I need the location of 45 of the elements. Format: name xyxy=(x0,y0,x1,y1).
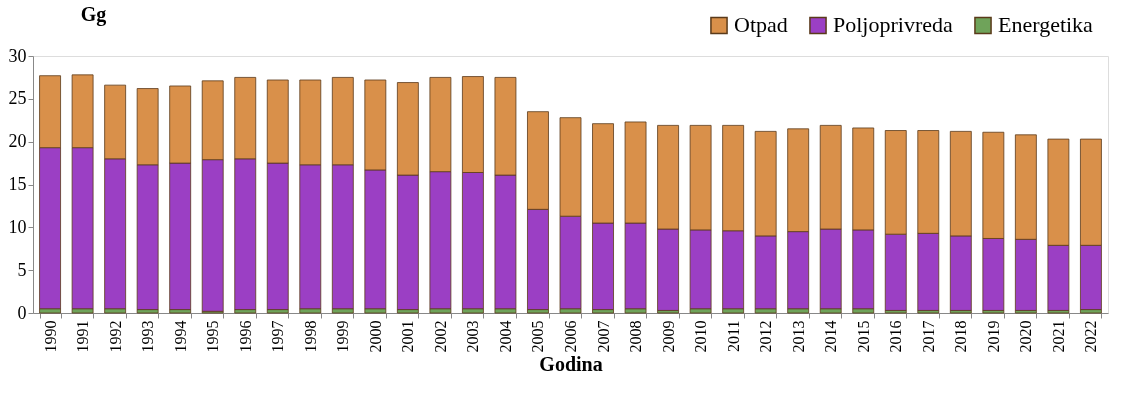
y-tick-label: 5 xyxy=(17,259,27,280)
x-tick-label: 1998 xyxy=(301,320,319,353)
y-tick-label: 25 xyxy=(8,88,27,109)
y-tick-label: 15 xyxy=(8,174,27,194)
x-tick-label: 2017 xyxy=(919,320,937,353)
x-tick-label: 2010 xyxy=(692,320,710,353)
x-tick-label: 2003 xyxy=(464,320,482,353)
x-tick-label: 1992 xyxy=(106,320,124,353)
x-tick-label: 2015 xyxy=(854,320,872,353)
x-tick-label: 2016 xyxy=(887,320,905,353)
x-tick-label: 2014 xyxy=(822,320,840,353)
x-tick-label: 2001 xyxy=(399,320,417,353)
x-tick-label: 2018 xyxy=(952,320,970,353)
x-tick-label: 2005 xyxy=(529,320,547,353)
y-tick-label: 30 xyxy=(8,45,27,66)
legend-label: Poljoprivreda xyxy=(833,12,953,38)
x-tick-label: 1993 xyxy=(139,320,157,353)
x-tick-label: 1990 xyxy=(41,320,59,353)
x-tick-label: 2009 xyxy=(659,320,677,353)
x-tick-label: 1997 xyxy=(269,320,287,353)
x-tick-label: 1999 xyxy=(334,320,352,353)
x-tick-label: 2019 xyxy=(984,320,1002,353)
x-tick-label: 2006 xyxy=(562,320,579,353)
x-tick-label: 2007 xyxy=(594,320,612,353)
legend-label: Energetika xyxy=(998,12,1094,38)
x-tick-label: 2011 xyxy=(724,320,742,352)
x-axis-title: Godina xyxy=(539,352,603,375)
x-tick-label: 2008 xyxy=(627,320,645,353)
x-tick-label: 1996 xyxy=(236,320,254,353)
x-tick-label: 2020 xyxy=(1017,320,1035,353)
legend-label: Otpad xyxy=(734,12,788,38)
x-tick-label: 2012 xyxy=(757,320,775,353)
x-tick-label: 2021 xyxy=(1049,320,1067,353)
x-tick-label: 1991 xyxy=(74,320,92,353)
y-axis-title: Gg xyxy=(80,2,107,26)
x-tick-label: 1994 xyxy=(171,320,189,353)
x-tick-label: 2004 xyxy=(496,320,514,353)
x-tick-label: 2022 xyxy=(1082,320,1100,353)
x-tick-label: 1995 xyxy=(204,320,222,353)
x-tick-label: 2013 xyxy=(789,320,807,353)
y-tick-label: 10 xyxy=(8,216,27,237)
x-tick-label: 2002 xyxy=(431,320,449,353)
x-tick-label: 2000 xyxy=(366,320,384,353)
y-tick-label: 0 xyxy=(17,302,27,323)
y-tick-label: 20 xyxy=(8,131,27,152)
